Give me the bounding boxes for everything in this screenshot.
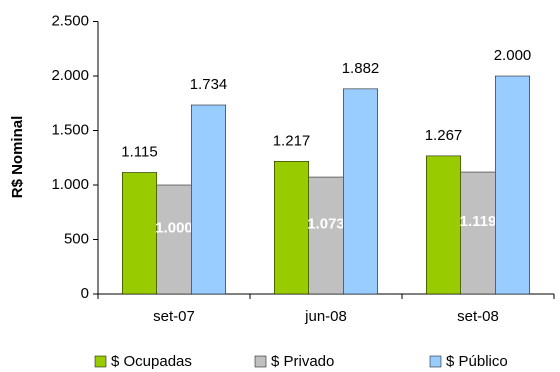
- x-tick-label: set-07: [153, 308, 195, 325]
- bar: [495, 75, 530, 295]
- bar: [308, 176, 344, 295]
- x-tick-label: jun-08: [304, 308, 347, 325]
- y-tick-label: 500: [64, 230, 89, 247]
- value-label: 1.115: [121, 143, 157, 160]
- legend-label: $ Público: [446, 353, 508, 370]
- value-label: 1.217: [273, 132, 311, 149]
- bar: [460, 171, 496, 295]
- legend-swatch: [429, 355, 442, 368]
- y-axis-title: R$ Nominal: [9, 116, 26, 199]
- value-label: 1.267: [425, 127, 463, 144]
- value-label: 1.734: [190, 76, 228, 93]
- legend-swatch: [254, 355, 267, 368]
- legend-label: $ Privado: [271, 353, 334, 370]
- y-tick-label: 0: [81, 285, 89, 302]
- x-tick-label: set-08: [457, 308, 499, 325]
- y-tick-label: 2.500: [51, 12, 89, 29]
- y-tick-label: 1.500: [51, 121, 89, 138]
- value-label: 2.000: [494, 47, 532, 64]
- y-tick-label: 2.000: [51, 67, 89, 84]
- y-tick-label: 1.000: [51, 176, 89, 193]
- bar: [156, 184, 192, 295]
- value-label: 1.073: [307, 215, 345, 232]
- value-label: 1.882: [342, 60, 380, 77]
- value-label: 1.000: [155, 219, 193, 236]
- bar: [191, 104, 226, 295]
- legend-swatch: [94, 355, 107, 368]
- bar: [343, 88, 378, 295]
- bar: [274, 161, 309, 295]
- bar: [122, 172, 157, 295]
- bar: [426, 155, 461, 295]
- legend-label: $ Ocupadas: [111, 353, 192, 370]
- value-label: 1.119: [460, 213, 497, 230]
